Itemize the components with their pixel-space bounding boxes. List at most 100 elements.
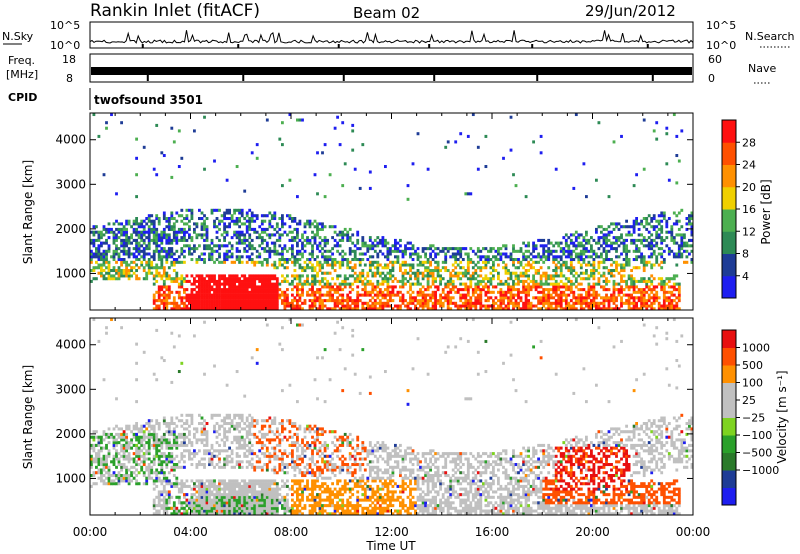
power-cell bbox=[308, 307, 312, 311]
power-cell bbox=[132, 252, 136, 256]
velocity-cell bbox=[165, 460, 169, 464]
power-cell bbox=[313, 238, 317, 242]
power-cell bbox=[147, 225, 151, 229]
power-cell bbox=[672, 238, 676, 242]
power-cell bbox=[200, 299, 204, 303]
power-cell bbox=[200, 233, 204, 237]
power-cell bbox=[507, 282, 510, 286]
power-cell bbox=[175, 211, 179, 215]
power-cell bbox=[298, 282, 302, 286]
power-cell bbox=[205, 233, 209, 237]
power-cell bbox=[492, 301, 495, 305]
power-cell bbox=[469, 285, 473, 289]
power-cell bbox=[559, 290, 563, 294]
power-cell bbox=[476, 266, 480, 270]
power-cell bbox=[233, 301, 237, 305]
power-cell bbox=[479, 288, 483, 292]
velocity-cell bbox=[213, 484, 216, 488]
power-cell bbox=[238, 238, 242, 242]
power-cell bbox=[316, 151, 319, 155]
power-cell bbox=[195, 236, 199, 240]
power-cell bbox=[243, 222, 247, 226]
power-cell bbox=[165, 238, 169, 242]
velocity-cell bbox=[110, 318, 113, 322]
power-cell bbox=[170, 247, 174, 251]
power-cell bbox=[253, 230, 257, 234]
power-cell bbox=[165, 288, 169, 292]
power-cell bbox=[426, 304, 430, 308]
power-cell bbox=[652, 277, 656, 281]
power-cell bbox=[499, 296, 503, 300]
colorbar-tick-label: 4 bbox=[742, 270, 749, 283]
power-cell bbox=[368, 299, 372, 303]
power-cell bbox=[655, 241, 659, 245]
power-cell bbox=[434, 301, 438, 305]
velocity-cell bbox=[183, 454, 186, 458]
velocity-cell bbox=[223, 509, 227, 513]
power-cell bbox=[170, 290, 174, 294]
power-cell bbox=[507, 290, 510, 294]
velocity-cell bbox=[210, 498, 214, 502]
power-cell bbox=[177, 260, 181, 264]
power-cell bbox=[248, 285, 252, 289]
power-cell bbox=[474, 288, 478, 292]
velocity-cell bbox=[218, 487, 221, 491]
power-cell bbox=[306, 274, 309, 278]
power-cell bbox=[162, 304, 166, 308]
freq-label: Freq. bbox=[8, 54, 35, 67]
power-cell bbox=[180, 285, 184, 289]
power-cell bbox=[512, 301, 515, 305]
power-cell bbox=[245, 255, 249, 259]
power-cell bbox=[677, 290, 681, 294]
power-cell bbox=[333, 244, 337, 248]
power-cell bbox=[376, 285, 380, 289]
power-cell bbox=[228, 293, 232, 297]
power-cell bbox=[672, 222, 676, 226]
power-cell bbox=[612, 241, 616, 245]
power-cell bbox=[665, 230, 669, 234]
power-cell bbox=[313, 279, 317, 283]
power-cell bbox=[492, 274, 495, 278]
power-cell bbox=[205, 307, 209, 311]
power-cell bbox=[366, 307, 370, 311]
power-cell bbox=[602, 299, 606, 303]
power-cell bbox=[630, 238, 634, 242]
power-cell bbox=[607, 230, 611, 234]
power-cell bbox=[617, 290, 621, 294]
velocity-cell bbox=[137, 435, 141, 439]
power-cell bbox=[95, 252, 98, 256]
power-cell bbox=[291, 249, 294, 253]
power-cell bbox=[602, 285, 606, 289]
power-cell bbox=[92, 266, 96, 270]
velocity-cell bbox=[210, 446, 214, 450]
power-cell bbox=[439, 299, 443, 303]
power-cell bbox=[484, 299, 488, 303]
power-cell bbox=[519, 249, 523, 253]
power-cell bbox=[258, 288, 262, 292]
power-cell bbox=[612, 296, 616, 300]
power-cell bbox=[177, 277, 181, 281]
power-cell bbox=[336, 244, 340, 248]
power-cell bbox=[451, 279, 455, 283]
power-cell bbox=[208, 285, 211, 289]
power-cell bbox=[265, 304, 269, 308]
power-cell bbox=[466, 288, 470, 292]
power-cell bbox=[157, 217, 161, 221]
power-cell bbox=[218, 260, 221, 264]
velocity-cell bbox=[142, 452, 146, 456]
power-cell bbox=[218, 255, 221, 259]
power-cell bbox=[554, 279, 558, 283]
velocity-cell bbox=[155, 438, 159, 442]
power-cell bbox=[240, 255, 244, 259]
power-cell bbox=[529, 301, 533, 305]
power-cell bbox=[552, 260, 556, 264]
velocity-cell bbox=[205, 449, 209, 453]
power-cell bbox=[122, 241, 126, 245]
power-cell bbox=[268, 249, 272, 253]
power-cell bbox=[250, 301, 254, 305]
ytick-label: 4000 bbox=[55, 133, 86, 147]
power-cell bbox=[479, 296, 483, 300]
velocity-cell bbox=[95, 452, 98, 456]
power-cell bbox=[162, 285, 166, 289]
power-cell bbox=[245, 211, 249, 215]
